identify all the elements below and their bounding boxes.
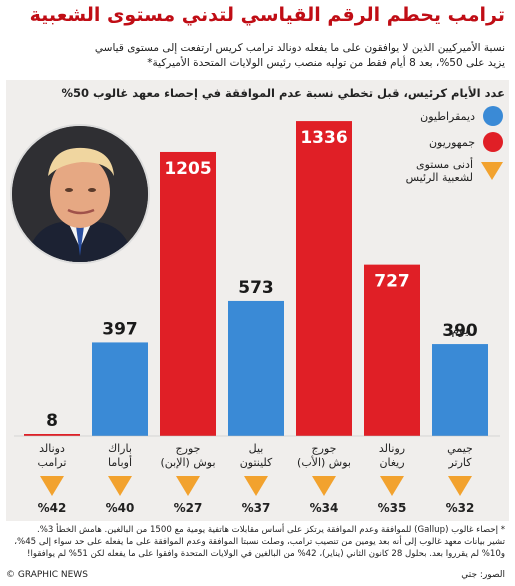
bar-0: [24, 434, 80, 436]
value-label-5: 727: [374, 272, 410, 292]
lowest-triangle-2: [176, 476, 200, 496]
legend-label-lowest-line-1: أدنى مستوى: [416, 158, 473, 171]
legend-item-democrats: ديمقراطيون: [406, 106, 503, 126]
footnote-line-1: * إحصاء غالوب (Gallup) للموافقة وعدم الم…: [37, 525, 505, 535]
value-label-4: 1336: [300, 128, 347, 148]
lowest-triangle-0: [40, 476, 64, 496]
lowest-approval-label-5: %35: [378, 501, 407, 515]
lowest-triangle-1: [108, 476, 132, 496]
subtitle: نسبة الأميركيين الذين لا يوافقون على ما …: [10, 41, 505, 71]
lowest-triangle-6: [448, 476, 472, 496]
category-label-1-0: باراك: [108, 442, 132, 455]
bar-5: [364, 264, 420, 436]
category-label-2-0: جورج: [176, 442, 201, 455]
lowest-triangle-4: [312, 476, 336, 496]
category-label-0-0: دونالد: [39, 442, 65, 455]
legend-item-republicans: جمهوريون: [406, 132, 503, 152]
legend-label-lowest-line-2: لشعبية الرئيس: [405, 171, 473, 184]
subtitle-line-1: نسبة الأميركيين الذين لا يوافقون على ما …: [94, 42, 505, 54]
category-label-3-0: بيل: [249, 442, 264, 455]
portrait-illustration: [12, 126, 148, 262]
legend: ديمقراطيون جمهوريون أدنى مستوى لشعبية ال…: [406, 106, 503, 190]
panel-title: عدد الأيام كرئيس، قبل تخطي نسبة عدم المو…: [61, 86, 505, 100]
category-label-6-1: كارتر: [447, 456, 472, 469]
category-label-0-1: ترامب: [38, 456, 67, 469]
day-unit-label: يوم: [452, 323, 469, 338]
legend-label-lowest: أدنى مستوى لشعبية الرئيس: [406, 158, 473, 184]
lowest-triangle-5: [380, 476, 404, 496]
bar-1: [92, 342, 148, 436]
lowest-triangle-3: [244, 476, 268, 496]
bar-2: [160, 151, 216, 436]
bar-3: [228, 300, 284, 436]
value-label-1: 397: [102, 319, 138, 339]
lowest-approval-label-0: %42: [38, 501, 67, 515]
category-label-3-1: كلينتون: [240, 456, 273, 469]
category-label-4-0: جورج: [312, 442, 337, 455]
value-label-3: 573: [238, 278, 274, 298]
legend-label-democrats: ديمقراطيون: [420, 109, 475, 123]
page-title: ترامب يحطم الرقم القياسي لتدني مستوى الش…: [29, 4, 505, 26]
photo-source: الصور: جتي: [461, 570, 505, 580]
republicans-swatch: [483, 132, 503, 152]
value-label-6: 390: [442, 321, 478, 341]
footnote-line-2: تشير بيانات معهد غالوب إلى أنه بعد يومين…: [14, 537, 505, 547]
lowest-approval-triangle-icon: [481, 162, 503, 180]
brand-credit: © GRAPHIC NEWS: [6, 570, 88, 580]
value-label-2: 1205: [164, 159, 211, 179]
president-photo: [10, 124, 150, 264]
lowest-approval-label-1: %40: [106, 501, 135, 515]
bar-6: [432, 344, 488, 436]
category-label-2-1: بوش (الإبن): [160, 456, 215, 469]
legend-item-lowest: أدنى مستوى لشعبية الرئيس: [406, 158, 503, 184]
lowest-approval-label-2: %27: [174, 501, 203, 515]
value-label-0: 8: [46, 411, 58, 431]
footnote: * إحصاء غالوب (Gallup) للموافقة وعدم الم…: [8, 524, 505, 560]
lowest-approval-label-3: %37: [242, 501, 271, 515]
category-label-1-1: أوباما: [108, 455, 132, 469]
subtitle-line-2: يزيد على 50%، بعد 8 أيام فقط من توليه من…: [147, 57, 505, 69]
category-label-5-0: رونالد: [379, 442, 405, 455]
lowest-approval-label-4: %34: [310, 501, 339, 515]
footnote-line-3: و10% لم يقرروا بعد. بحلول 28 كانون الثان…: [27, 549, 505, 559]
legend-label-republicans: جمهوريون: [428, 135, 475, 149]
category-label-6-0: جيمي: [447, 442, 473, 455]
bar-4: [296, 121, 352, 436]
category-label-5-1: ريغان: [379, 456, 404, 469]
category-label-4-1: بوش (الأب): [297, 455, 351, 469]
lowest-approval-label-6: %32: [446, 501, 475, 515]
democrats-swatch: [483, 106, 503, 126]
